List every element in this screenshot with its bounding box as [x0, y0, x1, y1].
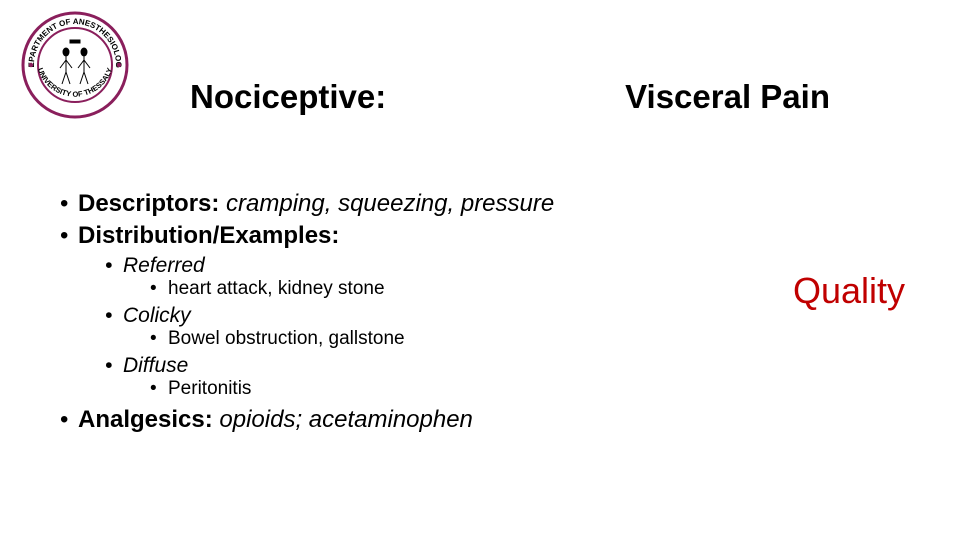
sub-item-detail: heart attack, kidney stone [168, 278, 385, 299]
sub-item-diffuse: •Diffuse [105, 354, 760, 378]
descriptors-value: cramping, squeezing, pressure [219, 190, 554, 217]
analgesics-line: •Analgesics: opioids; acetaminophen [60, 406, 760, 434]
bullet-icon: • [105, 354, 123, 378]
bullet-icon: • [150, 328, 168, 350]
title-left: Nociceptive: [190, 78, 386, 116]
bullet-icon: • [105, 254, 123, 278]
dept-logo: DEPARTMENT OF ANESTHESIOLOGY UNIVERSITY … [20, 10, 130, 120]
distribution-line: •Distribution/Examples: [60, 222, 760, 250]
sub-item-detail: Bowel obstruction, gallstone [168, 328, 405, 349]
bullet-icon: • [150, 378, 168, 400]
title-right: Visceral Pain [625, 78, 830, 116]
descriptors-line: •Descriptors: cramping, squeezing, press… [60, 190, 760, 218]
bullet-icon: • [60, 406, 78, 434]
bullet-icon: • [105, 304, 123, 328]
distribution-label: Distribution/Examples: [78, 222, 339, 249]
bullet-icon: • [150, 278, 168, 300]
sub-item-referred: •Referred [105, 254, 760, 278]
sub-item-label: Referred [123, 254, 205, 277]
sub-item-colicky-detail: •Bowel obstruction, gallstone [150, 328, 760, 350]
descriptors-label: Descriptors: [78, 190, 219, 217]
quality-callout: Quality [793, 270, 905, 312]
bullet-icon: • [60, 190, 78, 218]
analgesics-value: opioids; acetaminophen [213, 406, 473, 433]
sub-item-label: Diffuse [123, 354, 188, 377]
analgesics-label: Analgesics: [78, 406, 213, 433]
slide-body: •Descriptors: cramping, squeezing, press… [60, 190, 760, 438]
sub-item-detail: Peritonitis [168, 378, 251, 399]
sub-item-referred-detail: •heart attack, kidney stone [150, 278, 760, 300]
bullet-icon: • [60, 222, 78, 250]
slide-title: Nociceptive: Visceral Pain [190, 78, 830, 116]
sub-item-diffuse-detail: •Peritonitis [150, 378, 760, 400]
sub-item-label: Colicky [123, 304, 191, 327]
sub-item-colicky: •Colicky [105, 304, 760, 328]
